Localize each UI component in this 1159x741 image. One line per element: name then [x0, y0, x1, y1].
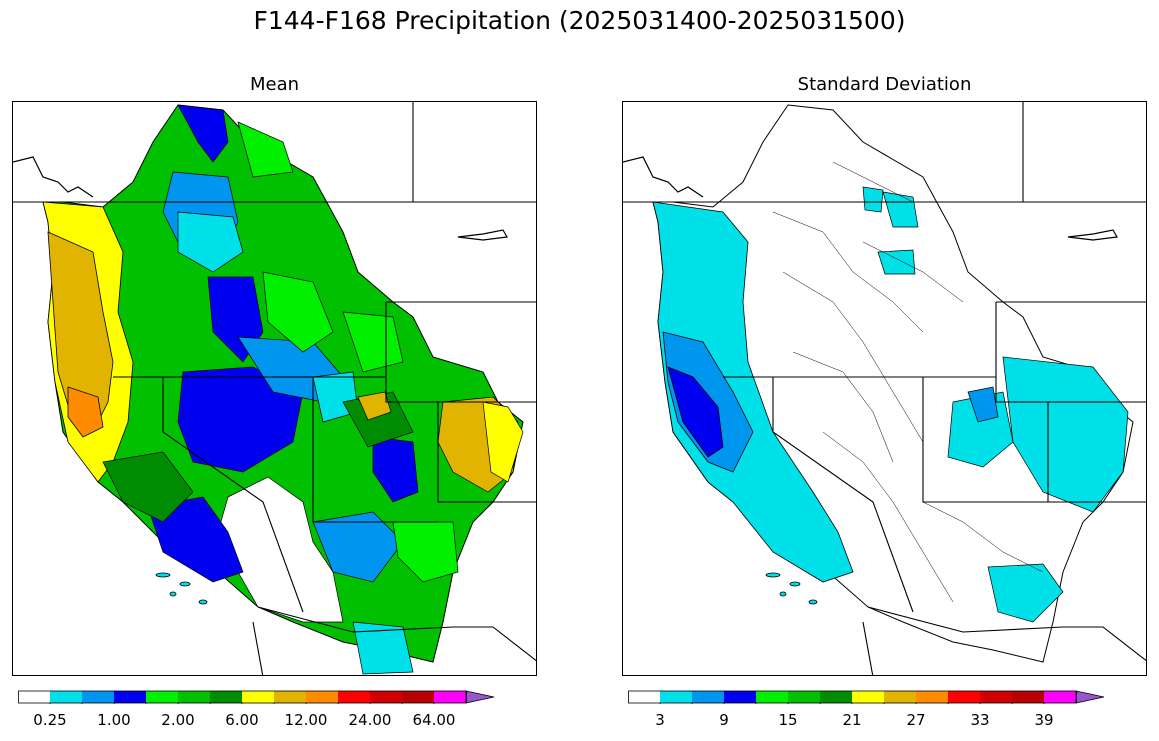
region-sd-cyan-6 [877, 249, 916, 275]
colorbar-segment [1044, 691, 1076, 703]
region-sd-cyan-3 [987, 563, 1064, 623]
colorbar-segment [306, 691, 338, 703]
boundaries-mean [13, 102, 536, 675]
lake-sd [1067, 229, 1118, 241]
region-mean-blue-1 [177, 104, 229, 163]
coastline-mean [13, 156, 94, 198]
colorbar-outline [628, 690, 1077, 704]
map-mean [12, 101, 537, 676]
colorbar-tick-label: 24.00 [348, 711, 392, 729]
region-mean-coast-orange [67, 386, 104, 438]
colorbar-segment [724, 691, 756, 703]
region-mean-cyan-2 [352, 621, 414, 675]
panel-title-mean: Mean [249, 74, 300, 95]
colorbar-segment [820, 691, 852, 703]
panel-title-sd: Standard Deviation [797, 74, 972, 95]
colorbar-segment [178, 691, 210, 703]
colorbar-tick-label: 0.25 [33, 711, 67, 729]
region-sd-coast-cyan [652, 201, 854, 583]
region-mean-blue-7 [372, 436, 419, 503]
colorbar-segment [82, 691, 114, 703]
colorbar-tick-label: 6.00 [225, 711, 259, 729]
colorbar-segment [916, 691, 948, 703]
colorbar-segment [884, 691, 916, 703]
boundaries-sd [623, 102, 1146, 675]
map-sd [622, 101, 1147, 676]
region-mean-darkgreen-1 [102, 451, 194, 523]
region-mean-green-4 [392, 521, 459, 583]
colorbar-segment [146, 691, 178, 703]
region-mean-blue-8 [312, 511, 404, 583]
colorbar-tick-label: 64.00 [412, 711, 456, 729]
region-sd-cyan-5 [862, 186, 884, 213]
colorbar-tick-label: 39 [1034, 711, 1054, 729]
region-mean-green-3 [342, 311, 404, 373]
map-mean-svg [13, 102, 536, 675]
colorbar-tick-label: 21 [842, 711, 862, 729]
colorbar-segment [1012, 691, 1044, 703]
map-sd-svg [623, 102, 1146, 675]
colorbar-tick-label: 9 [719, 711, 729, 729]
colorbar-segment [948, 691, 980, 703]
colorbar-segment [210, 691, 242, 703]
basins-sd [772, 161, 1044, 603]
colorbar-extend-arrow [1075, 690, 1105, 704]
colorbar-segment [788, 691, 820, 703]
colorbar-segment [338, 691, 370, 703]
colorbar-segment [660, 691, 692, 703]
region-sd-blue-1 [967, 386, 999, 423]
lake-mean [457, 229, 508, 241]
region-mean-cyan-1 [177, 211, 244, 273]
colorbar-segment [114, 691, 146, 703]
colorbar-outline [18, 690, 467, 704]
region-mean-green-2 [262, 271, 334, 353]
colorbar-segment [852, 691, 884, 703]
region-sd-cyan-4 [882, 191, 919, 228]
colorbar-tick-label: 2.00 [161, 711, 195, 729]
colorbar-segment [692, 691, 724, 703]
colorbar-tick-label: 12.00 [284, 711, 328, 729]
colorbar-segment [756, 691, 788, 703]
colorbar-tick-label: 1.00 [97, 711, 131, 729]
colorbar-tick-label: 3 [655, 711, 665, 729]
colorbar-segment [242, 691, 274, 703]
colorbar-segment [274, 691, 306, 703]
islands-sd [765, 572, 818, 605]
figure-title: F144-F168 Precipitation (2025031400-2025… [253, 6, 906, 35]
colorbar-tick-label: 33 [970, 711, 990, 729]
colorbar-segment [370, 691, 402, 703]
colorbar-sd [628, 690, 1105, 704]
colorbar-segment [434, 691, 466, 703]
region-mean-east-yellow [482, 401, 524, 483]
colorbar-mean [18, 690, 495, 704]
colorbar-tick-label: 15 [778, 711, 798, 729]
colorbar-segment [980, 691, 1012, 703]
colorbar-extend-arrow [465, 690, 495, 704]
coastline-sd [623, 156, 704, 198]
region-mean-green-1 [237, 121, 294, 178]
colorbar-segment [18, 691, 50, 703]
colorbar-segment [628, 691, 660, 703]
region-sd-cyan-2 [1002, 356, 1129, 513]
region-sd-coast-darkblue [667, 366, 724, 458]
region-mean-blue-6 [147, 496, 244, 583]
islands-mean [155, 572, 208, 605]
colorbar-segment [50, 691, 82, 703]
colorbar-segment [402, 691, 434, 703]
colorbar-tick-label: 27 [906, 711, 926, 729]
region-mean-gold-small [357, 391, 392, 421]
